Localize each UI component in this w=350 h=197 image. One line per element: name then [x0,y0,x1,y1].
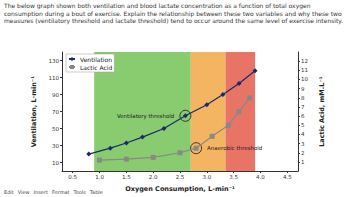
svg-text:4.0: 4.0 [256,174,265,180]
html-text:Table: Table [89,189,103,195]
html-text:Insert: Insert [33,189,48,195]
svg-text:12: 12 [301,58,308,64]
svg-text:Lactic Acid, mM.L⁻¹: Lactic Acid, mM.L⁻¹ [318,76,326,147]
html-text:View: View [17,189,30,195]
svg-text:2.5: 2.5 [176,174,185,180]
svg-text:8: 8 [301,95,305,101]
svg-text:7: 7 [301,104,305,110]
svg-text:50: 50 [52,126,59,132]
svg-text:6: 6 [301,113,305,119]
html-text:Edit: Edit [4,189,14,195]
html-text:Format: Format [51,189,70,195]
html-text:Tools: Tools [73,189,86,195]
svg-text:Anaerobic threshold: Anaerobic threshold [207,145,262,151]
svg-text:110: 110 [49,75,60,81]
html-text:The below graph shown both ven: The below graph shown both ventilation a… [4,2,343,24]
svg-text:Ventilation: Ventilation [80,56,112,63]
svg-text:3.5: 3.5 [229,174,238,180]
svg-text:4: 4 [301,131,305,137]
svg-text:Oxygen Consumption, L-min⁻¹: Oxygen Consumption, L-min⁻¹ [125,185,235,193]
svg-text:30: 30 [52,143,59,149]
svg-text:4.5: 4.5 [283,174,292,180]
svg-text:1.0: 1.0 [95,174,104,180]
svg-text:9: 9 [301,86,305,92]
svg-text:11: 11 [301,67,308,73]
svg-text:10: 10 [52,160,59,166]
svg-text:1: 1 [301,159,305,165]
svg-text:3.0: 3.0 [202,174,211,180]
svg-text:2.0: 2.0 [149,174,158,180]
svg-text:5: 5 [301,122,305,128]
svg-text:2: 2 [301,150,305,156]
svg-text:Ventilatory threshold: Ventilatory threshold [117,113,174,120]
svg-text:90: 90 [52,92,59,98]
svg-text:1.5: 1.5 [122,174,131,180]
svg-text:Lactic Acid: Lactic Acid [80,64,113,71]
svg-text:3: 3 [301,141,305,147]
svg-text:Ventilation, L·min⁻¹: Ventilation, L·min⁻¹ [30,76,38,147]
svg-text:70: 70 [52,109,59,115]
svg-text:130: 130 [49,58,60,64]
svg-text:10: 10 [301,76,308,82]
svg-text:0.5: 0.5 [68,174,77,180]
